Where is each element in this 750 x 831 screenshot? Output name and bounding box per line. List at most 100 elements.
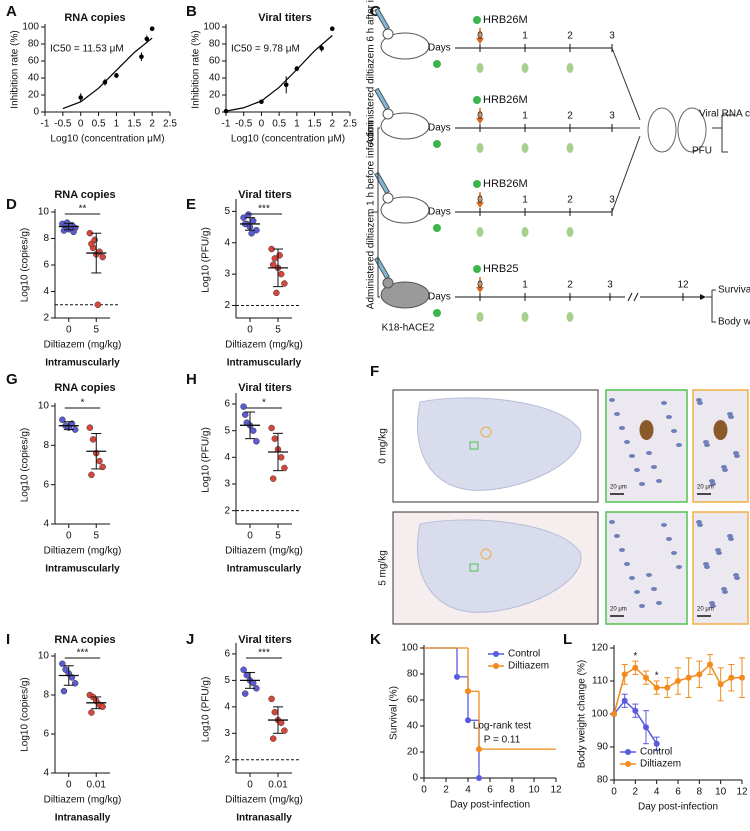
syringe (374, 171, 390, 195)
point (728, 674, 735, 681)
y-axis-label: Log10 (PFU/g) (201, 677, 212, 743)
x-tick-label: 6 (675, 787, 681, 798)
point (707, 661, 713, 668)
y-tick-label: 6 (43, 479, 49, 490)
y-tick-label: 80 (597, 775, 609, 786)
point (621, 697, 628, 704)
nucleus (651, 587, 657, 591)
legend-marker (625, 761, 631, 767)
point (114, 73, 119, 78)
point (149, 26, 155, 32)
y-tick-label: 3 (224, 269, 230, 280)
x-tick-label: 2 (633, 787, 639, 798)
x-tick-label: -1 (222, 119, 231, 130)
y-tick-label: 90 (597, 742, 609, 753)
dose-drop (566, 227, 574, 237)
nucleus (666, 415, 672, 419)
y-tick-label: 100 (22, 22, 39, 33)
nucleus (619, 426, 625, 430)
day-label: 1 (522, 31, 528, 42)
x-tick-label: 0.5 (272, 119, 286, 130)
nucleus (734, 454, 740, 458)
nucleus (697, 401, 703, 405)
y-axis-label: Log10 (copies/g) (20, 428, 31, 503)
lung-connector (611, 47, 641, 213)
y-tick-label: 4 (43, 768, 49, 779)
x-tick-label: 2 (443, 785, 449, 796)
y-tick-label: 80 (209, 39, 221, 50)
point (621, 671, 628, 678)
panel-label: J (186, 631, 194, 648)
y-tick-label: 5 (224, 206, 230, 217)
point (653, 740, 660, 747)
dot (96, 248, 103, 255)
significance: *** (258, 648, 270, 659)
day-label: 1 (522, 195, 528, 206)
nucleus (709, 479, 715, 483)
y-tick-label: 2 (224, 754, 230, 765)
nucleus (696, 398, 702, 402)
virus-icon (473, 96, 481, 104)
dose-drop (476, 227, 484, 237)
y-tick-label: 0 (33, 107, 39, 118)
dot (268, 695, 275, 703)
step-marker (465, 688, 471, 695)
micrograph (692, 389, 749, 503)
panel-label: B (186, 3, 197, 20)
timeline-label: Days (428, 292, 451, 303)
nucleus (671, 429, 677, 433)
arrow-head (700, 294, 706, 300)
x-axis-label: Day post-infection (450, 800, 530, 811)
panel-label: I (6, 631, 10, 648)
chart-title: Viral titers (258, 12, 312, 24)
significance: * (81, 398, 85, 409)
virus-label: HRB26M (483, 178, 528, 190)
y-tick-label: 80 (28, 39, 40, 50)
x-tick-label: -0.5 (235, 119, 253, 130)
nucleus (716, 551, 722, 555)
x-tick-label: 1 (294, 119, 300, 130)
y-tick-label: 2 (43, 313, 49, 324)
nucleus (624, 562, 630, 566)
annotation: Log-rank test (473, 721, 532, 732)
x-tick-label: 2.5 (343, 119, 357, 130)
dot (96, 457, 103, 465)
y-axis-label: Log10 (PFU/g) (201, 227, 212, 293)
x-tick-label: 0 (247, 325, 253, 336)
syringe (374, 87, 390, 111)
outcome-bracket (712, 114, 735, 153)
y-tick-label: 20 (407, 747, 419, 758)
scale-label: 20 μm (610, 607, 627, 613)
point (675, 678, 681, 684)
dot (268, 424, 275, 432)
y-axis-label: Body weight change (%) (577, 660, 588, 768)
scale-label: 20 μm (697, 485, 714, 491)
significance: ** (79, 204, 87, 215)
y-tick-label: 110 (592, 676, 608, 687)
point (632, 664, 639, 671)
x-tick-label: 12 (736, 787, 748, 798)
nucleus (639, 604, 645, 608)
virus-icon (433, 140, 441, 148)
panel-label: D (6, 196, 17, 213)
dose-drop (566, 63, 574, 73)
x-tick-label: 0.5 (92, 119, 106, 130)
dot (240, 666, 247, 674)
day-label: 3 (609, 195, 615, 206)
nucleus (661, 401, 667, 405)
nucleus (676, 443, 682, 447)
fit-curve (225, 35, 333, 112)
panel-label: G (6, 371, 18, 388)
y-axis-label: Log10 (copies/g) (20, 228, 31, 303)
point (259, 99, 264, 105)
dose-drop (476, 143, 484, 153)
mouse (380, 32, 430, 60)
step-marker (476, 746, 482, 753)
scale-label: 20 μm (697, 607, 714, 613)
y-tick-label: 8 (43, 233, 49, 244)
nucleus (656, 479, 662, 483)
arrow-head (476, 38, 484, 44)
outcome-label: PFU (692, 146, 712, 157)
point (739, 674, 745, 681)
